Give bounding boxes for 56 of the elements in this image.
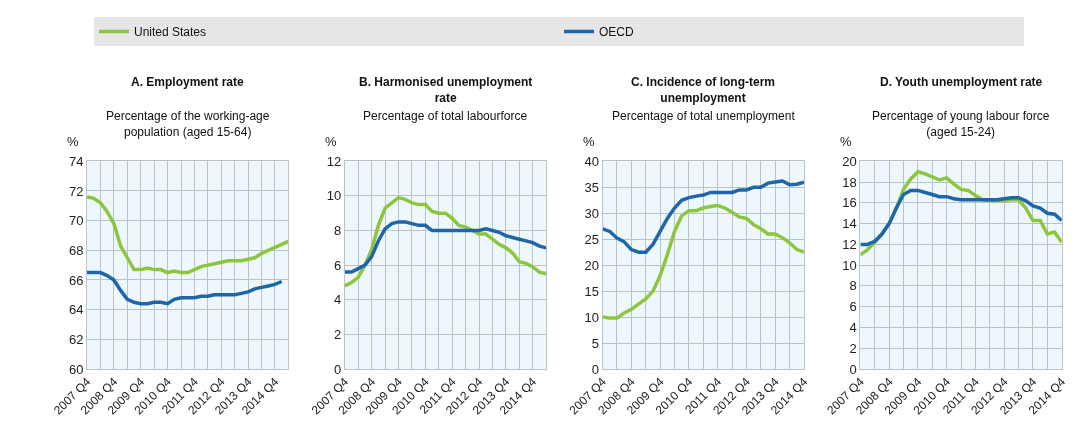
y-tick-label: 68 — [68, 242, 84, 258]
y-tick-label: 70 — [68, 213, 84, 229]
y-tick-label: 0 — [591, 361, 600, 377]
chart-subtitle: Percentage of total labourforce — [363, 109, 528, 123]
y-tick-label: 16 — [842, 195, 857, 211]
y-tick-label: 2 — [333, 326, 342, 342]
y-axis-title: % — [325, 134, 337, 149]
y-tick-label: 64 — [68, 302, 84, 318]
chart-title: D. Youth unemployment rate — [880, 75, 1043, 89]
y-tick-label: 62 — [68, 331, 84, 347]
y-tick-label: 2 — [849, 340, 857, 356]
line-series — [602, 203, 804, 320]
y-tick-label: 12 — [326, 153, 342, 169]
y-tick-label: 10 — [584, 309, 600, 325]
y-tick-label: 6 — [333, 257, 342, 273]
chart-title: B. Harmonised unemployment rate — [359, 75, 533, 105]
y-tick-label: 0 — [849, 361, 857, 377]
y-tick-label: 4 — [333, 292, 342, 308]
y-tick-label: 60 — [68, 361, 84, 377]
y-tick-label: 12 — [842, 236, 857, 252]
line-series — [860, 188, 1062, 247]
y-tick-label: 72 — [68, 183, 84, 199]
y-tick-label: 15 — [584, 283, 600, 299]
y-tick-label: 4 — [849, 320, 857, 336]
chart-subtitle: Percentage of the working-age population (aged 15-64) — [106, 109, 270, 139]
y-tick-label: 40 — [584, 153, 600, 169]
line-series — [87, 195, 289, 275]
y-tick-label: 20 — [584, 257, 600, 273]
chart-subtitle: Percentage of young labour force (aged 15-24) — [872, 109, 1050, 139]
chart-title: A. Employment rate — [131, 75, 245, 89]
y-tick-label: 20 — [842, 153, 857, 169]
y-tick-label: 30 — [584, 205, 600, 221]
line-series — [344, 220, 547, 274]
chart-title: C. Incidence of long-term unemployment — [631, 75, 776, 105]
y-axis-title: % — [67, 134, 79, 149]
y-axis-title: % — [840, 134, 852, 149]
y-tick-label: 8 — [849, 278, 857, 294]
y-tick-label: 18 — [842, 174, 857, 190]
legend-label: OECD — [599, 25, 634, 40]
y-tick-label: 10 — [842, 257, 857, 273]
y-tick-label: 74 — [68, 153, 84, 169]
y-tick-label: 35 — [584, 179, 600, 195]
line-series — [87, 270, 284, 306]
y-tick-label: 10 — [326, 188, 342, 204]
y-tick-label: 8 — [333, 223, 342, 239]
chart-subtitle: Percentage of total unemployment — [612, 109, 796, 123]
y-tick-label: 5 — [591, 335, 600, 351]
legend-label: United States — [134, 25, 207, 40]
y-axis-title: % — [583, 134, 595, 149]
line-series — [344, 195, 547, 288]
line-series — [602, 179, 804, 254]
y-tick-label: 6 — [849, 299, 857, 315]
y-tick-label: 0 — [333, 361, 342, 377]
y-tick-label: 25 — [584, 231, 600, 247]
y-tick-label: 66 — [68, 272, 84, 288]
y-tick-label: 14 — [842, 216, 857, 232]
